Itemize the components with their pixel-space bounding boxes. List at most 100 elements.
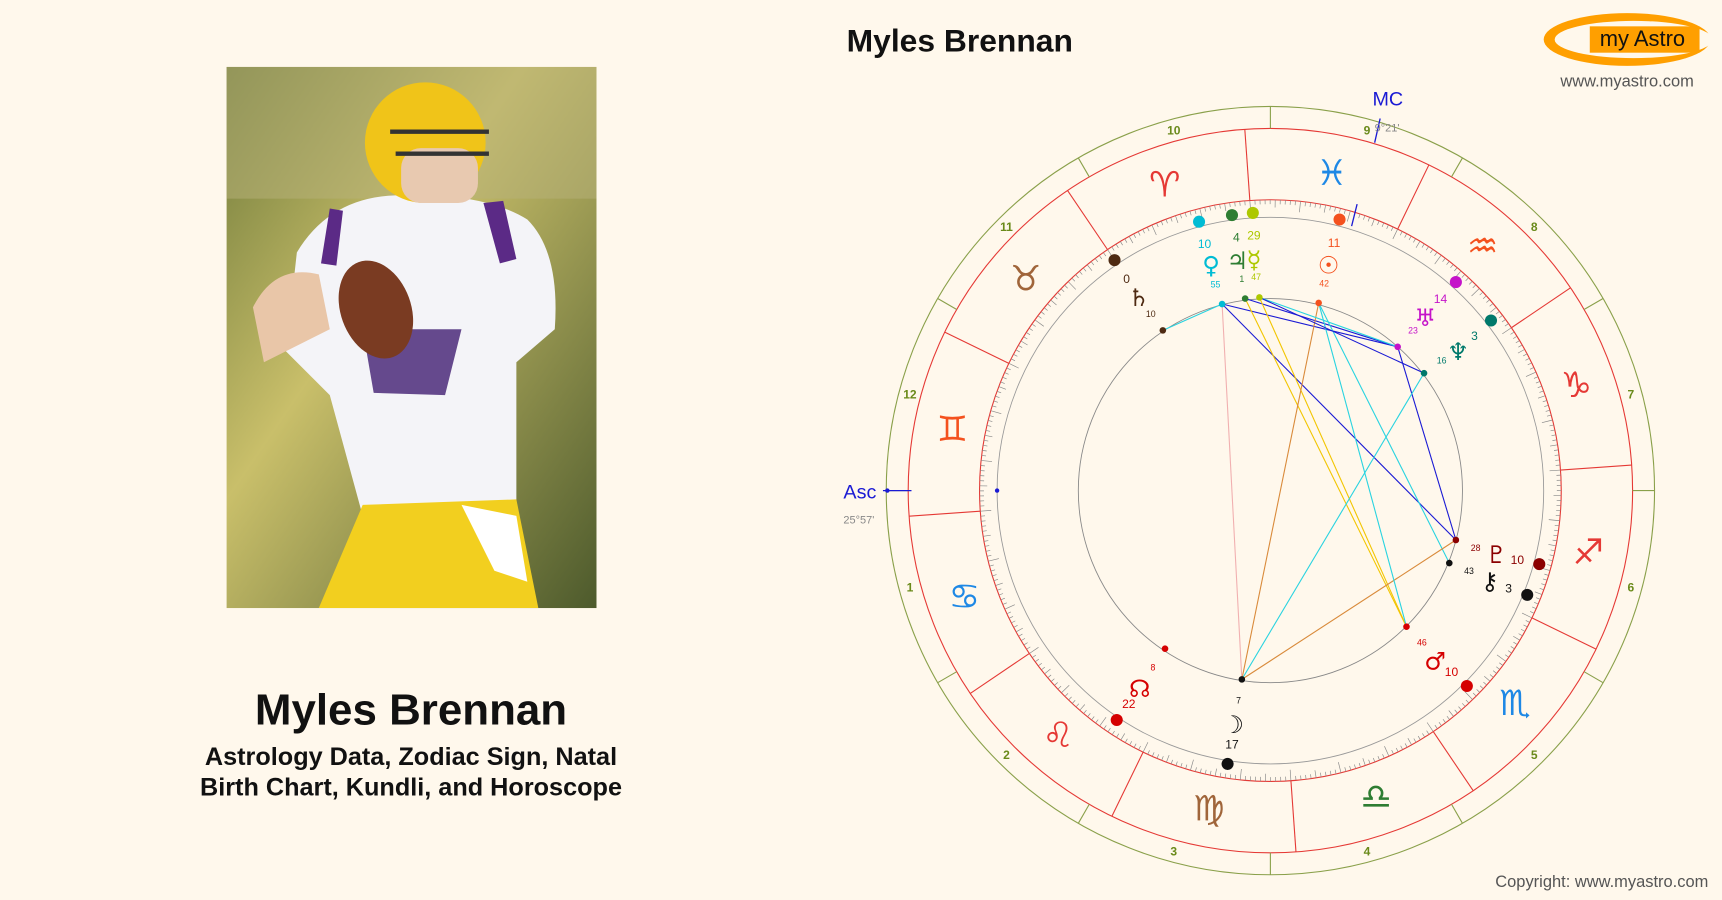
site-url[interactable]: www.myastro.com	[1559, 73, 1693, 91]
degree-tick	[1549, 444, 1558, 447]
degree-tick	[1028, 327, 1033, 331]
aspect-line	[1221, 303, 1243, 680]
degree-tick	[1549, 469, 1561, 472]
degree-tick	[1002, 602, 1007, 605]
zodiac-sign: ♉	[1010, 258, 1041, 299]
degree-tick	[1430, 249, 1434, 254]
degree-tick	[1189, 211, 1192, 216]
mc-label: MC	[1372, 88, 1403, 110]
degree-tick	[1400, 745, 1403, 750]
degree-tick	[1047, 303, 1051, 307]
degree-tick	[1349, 765, 1352, 771]
planet-degree: 11	[1328, 236, 1341, 250]
degree-tick	[1525, 620, 1530, 623]
degree-tick	[1529, 611, 1535, 614]
degree-tick	[1426, 730, 1430, 735]
degree-tick	[1004, 604, 1015, 610]
house-number: 8	[1531, 220, 1538, 234]
aspect-line	[1221, 303, 1398, 348]
degree-tick	[1120, 241, 1123, 246]
degree-tick	[985, 550, 991, 552]
house-cusp	[1077, 157, 1090, 178]
degree-tick	[1549, 554, 1554, 557]
degree-tick	[1499, 662, 1504, 666]
degree-tick	[996, 391, 1002, 394]
degree-tick	[1554, 524, 1560, 527]
degree-tick	[1513, 635, 1521, 641]
logo-text[interactable]: my Astro	[1600, 26, 1685, 51]
degree-tick	[1434, 252, 1438, 256]
degree-tick	[1450, 264, 1454, 269]
degree-tick	[998, 593, 1004, 596]
degree-tick	[1354, 764, 1356, 769]
degree-tick	[1537, 395, 1546, 399]
degree-tick	[1161, 756, 1164, 761]
sign-boundary	[1111, 751, 1144, 817]
degree-tick	[1034, 319, 1045, 327]
degree-tick	[981, 525, 987, 527]
house-number: 1	[907, 581, 914, 595]
aspect-line	[1221, 303, 1457, 541]
degree-tick	[1160, 220, 1164, 226]
degree-tick	[1442, 719, 1446, 723]
sign-boundary	[909, 510, 981, 517]
degree-tick	[1165, 219, 1168, 224]
asc-dot	[885, 488, 890, 493]
degree-tick	[1471, 288, 1480, 297]
planet-glyph: ⚷	[1481, 567, 1499, 595]
degree-tick	[1390, 226, 1394, 232]
degree-tick	[1185, 764, 1188, 769]
degree-tick	[1523, 353, 1528, 357]
degree-tick	[1095, 719, 1099, 724]
zodiac-sign: ♌	[1042, 715, 1073, 756]
degree-tick	[1486, 299, 1490, 303]
profile-subtitle: Astrology Data, Zodiac Sign, Natal	[205, 743, 617, 771]
degree-tick	[1137, 231, 1141, 236]
degree-tick	[1554, 529, 1559, 532]
degree-tick	[1529, 367, 1535, 370]
degree-tick	[1510, 646, 1515, 650]
degree-tick	[1067, 281, 1077, 290]
house-number: 3	[1170, 844, 1177, 858]
degree-tick	[1541, 419, 1553, 423]
degree-tick	[1013, 625, 1018, 628]
degree-tick	[1344, 767, 1347, 772]
planet-glyph: ☉	[1318, 251, 1340, 279]
degree-tick	[1404, 743, 1408, 748]
degree-tick	[983, 440, 989, 442]
degree-tick	[1008, 616, 1014, 619]
degree-tick	[1513, 641, 1518, 645]
degree-tick	[1032, 654, 1037, 658]
degree-tick	[1534, 602, 1539, 605]
natal-wheel: ♈♉♊♋♌♍ ♎♏♐♑♒♓123 456789101112Asc25°57'MC9°…	[843, 88, 1656, 876]
degree-tick	[1004, 372, 1009, 375]
house-cusp	[1077, 804, 1090, 824]
degree-tick	[1465, 277, 1469, 282]
planet-dot	[1225, 209, 1239, 222]
planet-dot	[1110, 713, 1123, 727]
degree-tick	[1224, 203, 1227, 212]
degree-tick	[986, 425, 992, 427]
degree-tick	[1329, 205, 1331, 211]
degree-tick	[1323, 204, 1326, 213]
degree-tick	[1079, 704, 1086, 711]
house-cusp	[937, 671, 957, 684]
degree-tick	[1011, 620, 1016, 624]
degree-tick	[983, 445, 988, 447]
planet-inner-dot	[1315, 299, 1322, 307]
degree-tick	[1527, 362, 1532, 366]
degree-tick	[1107, 728, 1111, 733]
degree-tick	[1489, 674, 1494, 678]
degree-tick	[995, 582, 1003, 586]
degree-tick	[1061, 684, 1070, 694]
degree-tick	[1175, 215, 1179, 224]
degree-tick	[1204, 769, 1207, 775]
degree-tick	[993, 579, 999, 582]
degree-tick	[1482, 295, 1487, 299]
planet-inner-dot	[1218, 300, 1226, 308]
degree-tick	[1029, 647, 1039, 654]
degree-tick	[1367, 217, 1370, 222]
degree-tick	[1103, 252, 1107, 257]
degree-tick	[1377, 220, 1380, 226]
planet-glyph: ☿	[1247, 246, 1262, 274]
